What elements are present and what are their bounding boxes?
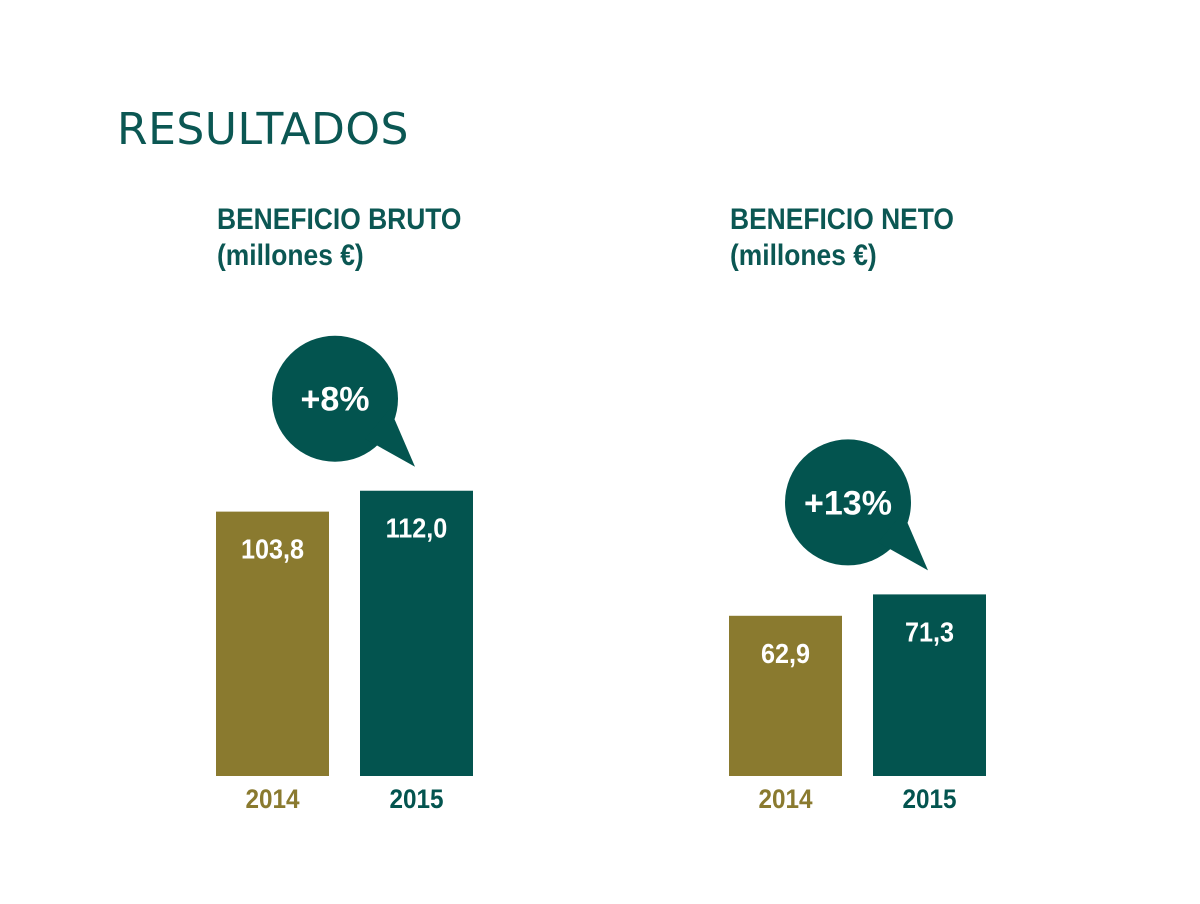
x-tick-label: 2014 [758,785,813,814]
page-title: RESULTADOS [117,104,409,155]
x-tick-label: 2015 [902,785,956,814]
x-tick-label: 2015 [389,785,443,814]
chart-title-beneficio-neto: BENEFICIO NETO (millones €) [730,202,954,274]
x-tick-label: 2014 [245,785,300,814]
bar-2015 [360,490,473,776]
change-callout: +8% [272,335,415,467]
callout-bubble [272,335,398,462]
bar-value-label: 112,0 [386,513,448,545]
change-callout: +13% [785,439,928,571]
chart-title-line-1: BENEFICIO BRUTO [217,203,462,236]
bar-value-label: 62,9 [761,638,810,670]
bar-2014 [729,615,842,776]
change-percent-label: +8% [301,381,370,419]
callout-bubble [785,439,911,566]
callout-tail [365,408,415,467]
chart-title-line-2: (millones €) [730,239,877,272]
bar-value-label: 71,3 [905,616,954,648]
chart-title-beneficio-bruto: BENEFICIO BRUTO (millones €) [217,202,461,274]
chart-title-line-2: (millones €) [217,239,364,272]
bar-2014 [216,511,329,776]
chart-title-line-1: BENEFICIO NETO [730,203,954,236]
callout-tail [878,512,928,571]
bar-2015 [873,594,986,776]
bar-value-label: 103,8 [241,533,304,565]
change-percent-label: +13% [804,484,892,522]
